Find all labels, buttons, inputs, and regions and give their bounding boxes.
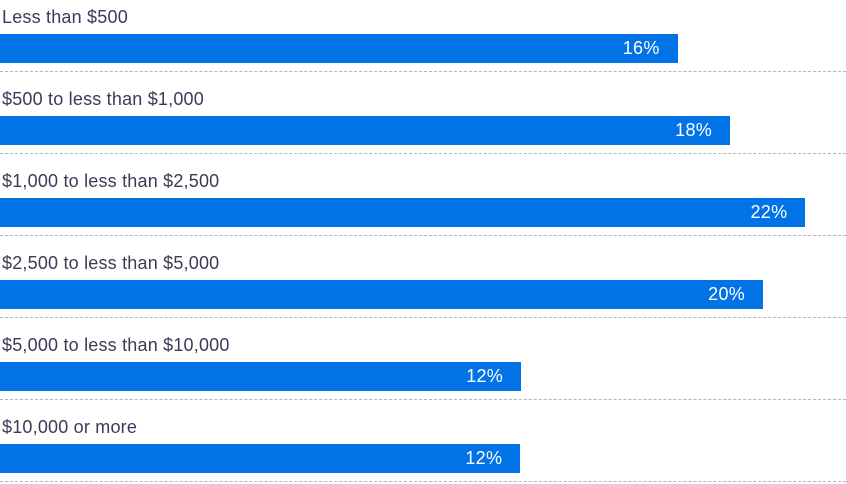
chart-row: $1,000 to less than $2,500 22% [0,164,846,236]
bar: 22% [0,198,806,227]
category-label: $10,000 or more [2,417,138,437]
bar: 12% [0,362,522,391]
category-label: $5,000 to less than $10,000 [2,335,230,355]
bar-value-label: 18% [675,120,713,140]
bar: 18% [0,116,731,145]
bar-value-label: 16% [622,38,660,58]
chart-row: $2,500 to less than $5,000 20% [0,246,846,318]
bar: 12% [0,444,521,473]
chart-row: $5,000 to less than $10,000 12% [0,328,846,400]
category-label: Less than $500 [2,7,128,27]
chart-row: $10,000 or more 12% [0,410,846,482]
bar-value-label: 12% [466,366,504,386]
bar: 16% [0,34,678,63]
chart-row: $500 to less than $1,000 18% [0,82,846,154]
bar: 20% [0,280,764,309]
category-label: $500 to less than $1,000 [2,89,204,109]
chart-row: Less than $500 16% [0,0,846,72]
category-label: $2,500 to less than $5,000 [2,253,220,273]
bar-value-label: 20% [708,284,746,304]
bar-value-label: 12% [465,448,503,468]
bar-value-label: 22% [750,202,788,222]
category-label: $1,000 to less than $2,500 [2,171,220,191]
